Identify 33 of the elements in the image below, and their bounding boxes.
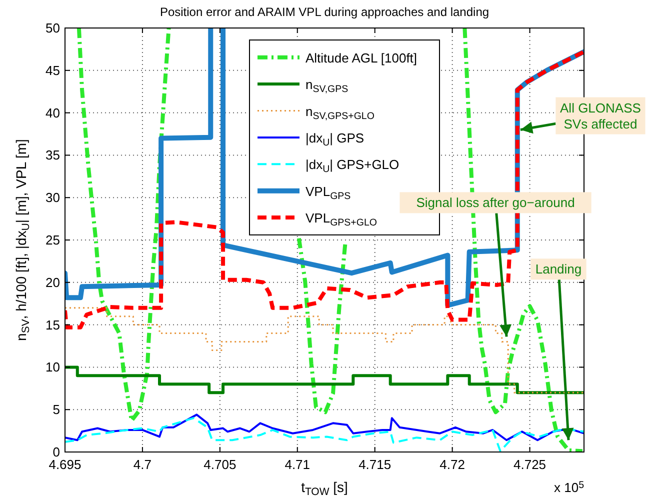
y-tick-label: 50: [46, 20, 60, 36]
x-tick-label: 4.725: [514, 457, 546, 472]
y-tick-label: 20: [46, 274, 60, 290]
x-axis-title: t$_{TOW}$ [s]: [301, 479, 348, 498]
line-series: [65, 414, 584, 442]
legend-label: VPL$_{GPS}$: [306, 184, 352, 202]
annotation: All GLONASS SVs affected: [560, 100, 642, 132]
legend-label: |dx$_{U}$| GPS+GLO: [306, 157, 400, 176]
y-tick-label: 25: [46, 232, 60, 248]
x-tick-label: 4.695: [48, 457, 82, 472]
y-tick-label: 10: [46, 360, 60, 375]
legend-label: |dx$_{U}$| GPS: [306, 130, 364, 148]
chart-title: Position error and ARAIM VPL during approaches and landing: [160, 5, 490, 19]
legend-label: n$_{SV,GPS+GLO}$: [306, 104, 375, 122]
x-tick-label: 4.715: [358, 457, 392, 472]
y-tick-label: 5: [52, 402, 60, 418]
legend-label: Altitude AGL [100ft]: [306, 50, 418, 66]
x-tick-label: 4.71: [284, 457, 310, 472]
y-tick-label: 45: [46, 62, 60, 78]
x-tick-label: 4.705: [204, 457, 236, 472]
annotation: Landing: [535, 262, 582, 277]
y-tick-label: 40: [46, 105, 60, 120]
y-tick-label: 35: [46, 148, 60, 163]
x-tick-label: 4.72: [440, 457, 465, 472]
legend-label: VPL$_{GPS+GLO}$: [306, 210, 378, 229]
text: x 10$^{5}$: [554, 480, 585, 495]
annotation: Signal loss after go−around: [416, 195, 575, 210]
y-tick-label: 30: [46, 190, 60, 206]
x-tick-label: 4.7: [133, 457, 152, 472]
legend-label: n$_{SV,GPS}$: [306, 77, 349, 96]
line-series: [65, 417, 584, 452]
y-tick-label: 15: [46, 317, 60, 332]
y-tick-label: 0: [52, 444, 60, 460]
